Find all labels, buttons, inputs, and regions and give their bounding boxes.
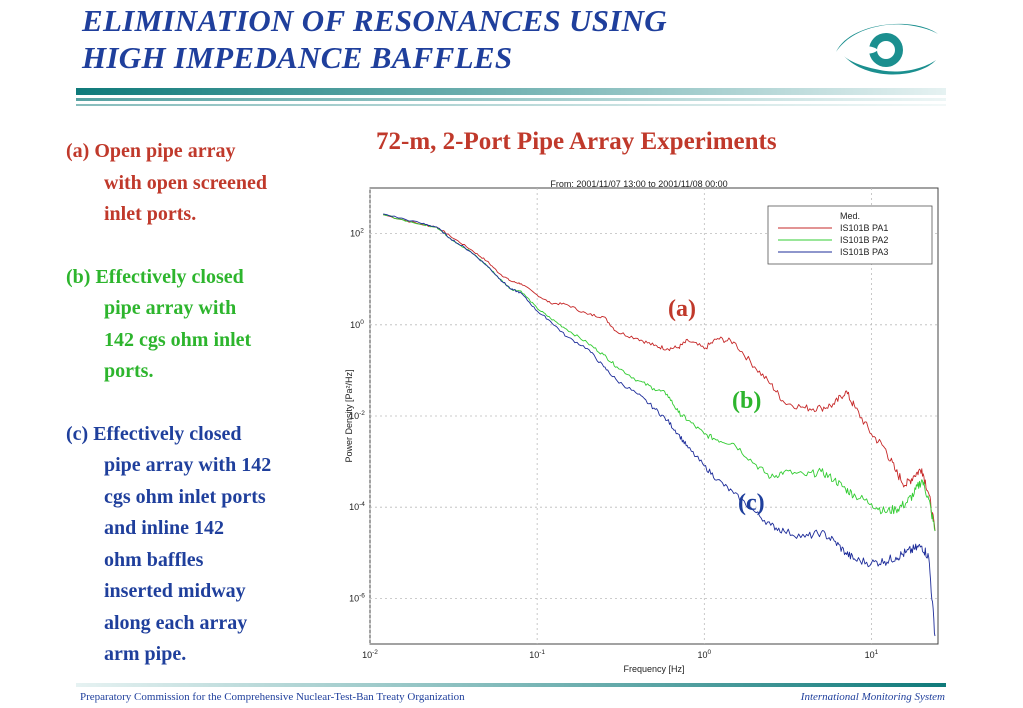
chart-heading: 72-m, 2-Port Pipe Array Experiments xyxy=(376,128,777,155)
y-tick-label: 10-6 xyxy=(349,592,365,603)
legend-entry: Med. xyxy=(840,211,860,221)
item-c-line-2: pipe array with 142 xyxy=(104,454,272,476)
slide-title-line-2: HIGH IMPEDANCE BAFFLES xyxy=(82,40,513,75)
psd-chart: 10-2 10-1 100 101 10-6 10-4 10-2 100 102 Frequenc… xyxy=(344,179,939,674)
ctbto-eye-logo-icon xyxy=(836,23,938,75)
item-b-line-4: ports. xyxy=(104,360,154,382)
item-c-line-8: arm pipe. xyxy=(104,643,187,665)
slide-title-line-1: ELIMINATION OF RESONANCES USING xyxy=(82,3,667,38)
curve-label-c: (c) xyxy=(738,490,765,516)
legend-entry: IS101B PA3 xyxy=(840,247,888,257)
series-line-is101b-pa3 xyxy=(383,213,936,637)
x-tick-label: 10-2 xyxy=(362,649,378,660)
item-a-marker: (a) xyxy=(66,140,90,162)
x-tick-label: 100 xyxy=(697,649,711,660)
series-line-is101b-pa1 xyxy=(383,214,936,532)
y-axis-label: Power Density [Pa²/Hz] xyxy=(344,369,354,462)
item-b-line-1: Effectively closed xyxy=(95,265,244,288)
experiment-list: (a) Open pipe array with open screened i… xyxy=(66,136,346,671)
curve-label-a: (a) xyxy=(668,296,696,322)
item-a-line-1: Open pipe array xyxy=(94,140,236,162)
y-tick-label: 102 xyxy=(350,228,364,239)
item-a-line-2: with open screened xyxy=(104,171,267,194)
item-c-line-6: inserted midway xyxy=(104,580,246,602)
title-divider xyxy=(76,88,946,106)
item-c-line-1: Effectively closed xyxy=(93,422,242,445)
list-item-a: (a) Open pipe array with open screened i… xyxy=(66,136,346,231)
x-tick-label: 10-1 xyxy=(529,649,545,660)
footer-organization: Preparatory Commission for the Comprehen… xyxy=(80,691,465,703)
item-c-line-5: ohm baffles xyxy=(104,548,204,571)
list-item-c: (c) Effectively closed pipe array with 1… xyxy=(66,419,346,671)
y-tick-label: 10-2 xyxy=(349,410,365,421)
item-b-marker: (b) xyxy=(66,265,91,288)
item-b-line-3: 142 cgs ohm inlet xyxy=(104,328,252,351)
item-a-line-3: inlet ports. xyxy=(104,203,197,225)
legend-entry: IS101B PA1 xyxy=(840,223,888,233)
item-c-line-3: cgs ohm inlet ports xyxy=(104,485,266,508)
footer-system: International Monitoring System xyxy=(800,691,945,703)
x-axis-label: Frequency [Hz] xyxy=(623,664,684,674)
y-tick-label: 100 xyxy=(350,319,364,330)
y-tick-label: 10-4 xyxy=(349,501,365,512)
item-c-marker: (c) xyxy=(66,422,89,445)
x-tick-label: 101 xyxy=(865,649,879,660)
legend-entry: IS101B PA2 xyxy=(840,235,888,245)
footer-divider xyxy=(76,683,946,687)
item-b-line-2: pipe array with xyxy=(104,297,237,319)
chart-title: From: 2001/11/07 13:00 to 2001/11/08 00:… xyxy=(550,179,727,189)
slide-title: ELIMINATION OF RESONANCES USING HIGH IMP… xyxy=(82,2,822,76)
item-c-line-4: and inline 142 xyxy=(104,517,225,539)
item-c-line-7: along each array xyxy=(104,611,248,634)
list-item-b: (b) Effectively closed pipe array with 1… xyxy=(66,262,346,388)
curve-label-b: (b) xyxy=(732,388,762,414)
